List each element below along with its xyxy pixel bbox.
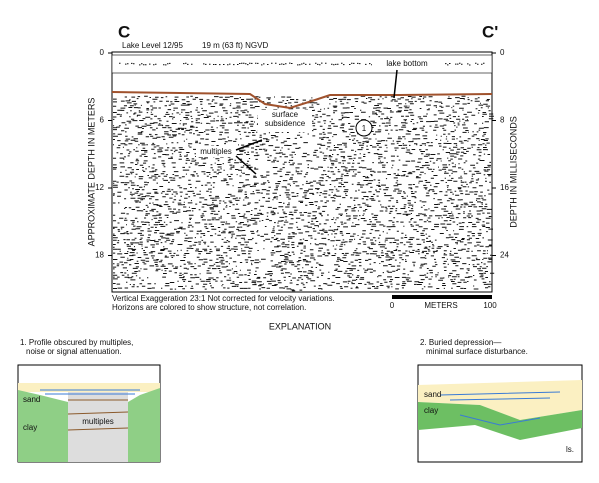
seismic-reflections [113,62,495,292]
label: ls. [566,445,574,454]
label-box [372,58,442,70]
feature-label: 1 [362,124,367,133]
label-line: subsidence [265,119,306,128]
axis-tick-label: 16 [500,183,509,192]
section-start: C [118,22,130,41]
lake-bottom-label: lake bottom [386,59,428,68]
label: sand [23,395,40,404]
label-box [196,146,236,157]
scale-unit: METERS [424,301,457,310]
caption: noise or signal attenuation. [26,347,122,356]
scale-tick: 100 [483,301,497,310]
axis-tick-label: 6 [100,116,105,125]
lake-level: Lake Level 12/95 [122,41,183,50]
right-axis-title: DEPTH IN MILLISECONDS [508,116,518,228]
obscured-zone [68,392,128,462]
label-box [258,110,312,132]
feature-marker [355,119,373,137]
label: multiples [82,417,114,426]
arrow [235,139,263,175]
arrow [393,69,398,99]
caption: minimal surface disturbance. [426,347,528,356]
section-end: C' [482,22,498,41]
clay-layer [418,402,582,440]
explanation-title: EXPLANATION [269,321,331,331]
clay-right [128,388,160,462]
axis-tick-label: 0 [100,48,105,57]
label: clay [424,406,438,415]
axis-tick-label: 18 [95,251,104,260]
clay-left [18,390,68,462]
profile-frame [111,51,493,293]
axis-tick-label: 0 [500,48,505,57]
sand-layer [18,383,160,392]
sand-layer [418,380,582,420]
note: Horizons are colored to show structure, … [112,303,306,312]
axis-tick-label: 12 [95,183,104,192]
subsidence-label: surface subsidence [265,110,306,128]
axis-tick-label: 24 [500,251,509,260]
left-axis-title: APPROXIMATE DEPTH IN METERS [86,98,96,247]
label: clay [23,423,37,432]
scale-bar [392,295,492,299]
multiple-lines [67,399,129,431]
axis-tick-label: 8 [500,116,505,125]
water-lines [439,391,561,426]
caption: 2. Buried depression— [420,338,501,347]
note: Vertical Exaggeration 23:1 Not corrected… [112,294,335,303]
lake-bottom-horizon [111,91,493,110]
caption: 1. Profile obscured by multiples, [20,338,133,347]
elevation: 19 m (63 ft) NGVD [202,41,268,50]
label: sand [424,390,441,399]
scale-tick: 0 [390,301,395,310]
label-line: surface [272,110,299,119]
water-lines [40,389,140,395]
multiples-label: multiples [200,147,232,156]
